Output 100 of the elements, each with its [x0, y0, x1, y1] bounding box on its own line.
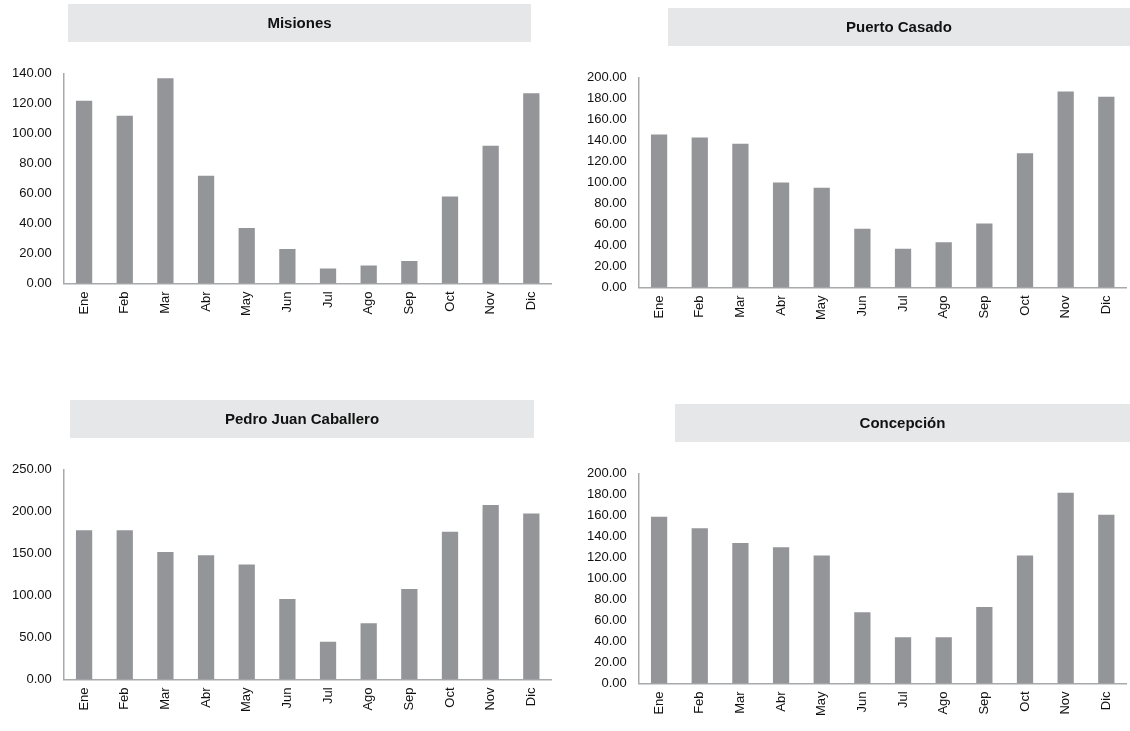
bar — [401, 260, 418, 284]
bar — [894, 637, 912, 684]
bar — [157, 551, 174, 680]
y-tick-label: 140.00 — [587, 528, 627, 544]
bar — [401, 588, 418, 680]
bar — [1057, 91, 1074, 288]
bar — [116, 530, 133, 680]
y-tick-label: 100.00 — [587, 174, 627, 190]
y-tick-label: 100.00 — [12, 125, 52, 141]
x-tick-label: Ene — [650, 691, 666, 715]
x-tick-label: Dic — [1097, 294, 1113, 315]
x-tick-label: Oct — [441, 687, 457, 708]
bar — [319, 268, 337, 284]
y-tick-label: 0.00 — [26, 275, 52, 291]
chart-title: Concepción — [675, 404, 1130, 442]
y-tick-label: 40.00 — [594, 237, 627, 253]
x-tick-label: Jul — [319, 687, 335, 705]
bar — [116, 115, 133, 284]
x-tick-label: Mar — [731, 690, 747, 714]
x-tick-label: Feb — [116, 291, 132, 314]
y-tick-label: 80.00 — [594, 591, 627, 607]
x-tick-label: Jun — [278, 687, 294, 709]
x-tick-label: Sep — [400, 687, 416, 711]
bar — [691, 137, 708, 288]
x-tick-label: Ene — [75, 291, 91, 315]
y-tick-label: 120.00 — [12, 95, 52, 111]
bar — [360, 265, 377, 284]
bar — [813, 555, 830, 684]
bar — [650, 516, 668, 684]
bar — [772, 182, 790, 288]
x-tick-label: Oct — [441, 291, 457, 312]
x-tick-label: Oct — [1016, 691, 1032, 712]
y-tick-label: 120.00 — [587, 153, 627, 169]
y-tick-label: 200.00 — [12, 503, 52, 519]
y-tick-label: 150.00 — [12, 545, 52, 561]
y-tick-label: 40.00 — [594, 633, 627, 649]
bar — [482, 505, 499, 680]
x-tick-label: Sep — [400, 291, 416, 315]
bar — [482, 145, 499, 284]
x-tick-label: Jul — [894, 691, 910, 709]
x-tick-label: Feb — [691, 691, 707, 714]
y-tick-label: 180.00 — [587, 486, 627, 502]
y-tick-label: 0.00 — [601, 675, 627, 691]
bar — [1098, 514, 1115, 684]
y-tick-label: 40.00 — [19, 215, 52, 231]
y-tick-label: 140.00 — [587, 132, 627, 148]
bar — [441, 196, 459, 284]
x-tick-label: Jun — [853, 295, 869, 317]
y-tick-label: 60.00 — [594, 216, 627, 232]
x-tick-label: Abr — [197, 290, 213, 312]
y-tick-label: 50.00 — [19, 629, 52, 645]
x-tick-label: May — [238, 290, 254, 316]
bar — [360, 623, 377, 680]
x-tick-label: Oct — [1016, 295, 1032, 316]
x-tick-label: Sep — [975, 691, 991, 715]
bar — [1016, 153, 1034, 288]
bar — [238, 564, 255, 680]
x-tick-label: Ago — [935, 295, 951, 319]
x-tick-label: Mar — [156, 290, 172, 314]
y-tick-label: 20.00 — [594, 258, 627, 274]
x-tick-label: Dic — [1097, 690, 1113, 711]
bar — [279, 598, 296, 680]
y-tick-label: 20.00 — [594, 654, 627, 670]
bar — [650, 134, 668, 288]
x-tick-label: Ago — [935, 691, 951, 715]
y-tick-label: 200.00 — [587, 69, 627, 85]
x-tick-label: Abr — [197, 686, 213, 708]
y-tick-label: 100.00 — [587, 570, 627, 586]
y-tick-label: 120.00 — [587, 549, 627, 565]
bar — [935, 242, 952, 288]
bar — [976, 606, 993, 684]
chart-title: Misiones — [68, 4, 531, 42]
x-tick-label: Mar — [156, 686, 172, 710]
bar — [935, 637, 952, 684]
x-tick-label: Nov — [1057, 690, 1073, 715]
y-tick-label: 60.00 — [594, 612, 627, 628]
x-tick-label: Dic — [522, 686, 538, 707]
x-tick-label: Abr — [772, 690, 788, 712]
bar — [523, 93, 540, 284]
x-tick-label: May — [813, 294, 829, 320]
bar — [976, 223, 993, 288]
bar — [441, 531, 459, 680]
chart-title: Puerto Casado — [668, 8, 1130, 46]
bar — [75, 100, 93, 284]
bar — [813, 187, 830, 288]
y-tick-label: 80.00 — [19, 155, 52, 171]
y-tick-label: 250.00 — [12, 461, 52, 477]
bar — [1057, 492, 1074, 684]
x-tick-label: May — [238, 686, 254, 712]
chart-title: Pedro Juan Caballero — [70, 400, 534, 438]
bar — [1098, 96, 1115, 288]
x-tick-label: Jul — [894, 295, 910, 313]
bar — [732, 143, 749, 288]
x-tick-label: Ene — [650, 295, 666, 319]
x-tick-label: Nov — [482, 686, 498, 711]
bar — [772, 547, 790, 684]
x-tick-label: Ago — [360, 291, 376, 315]
y-tick-label: 100.00 — [12, 587, 52, 603]
x-tick-label: Nov — [1057, 294, 1073, 319]
bar — [75, 530, 93, 680]
